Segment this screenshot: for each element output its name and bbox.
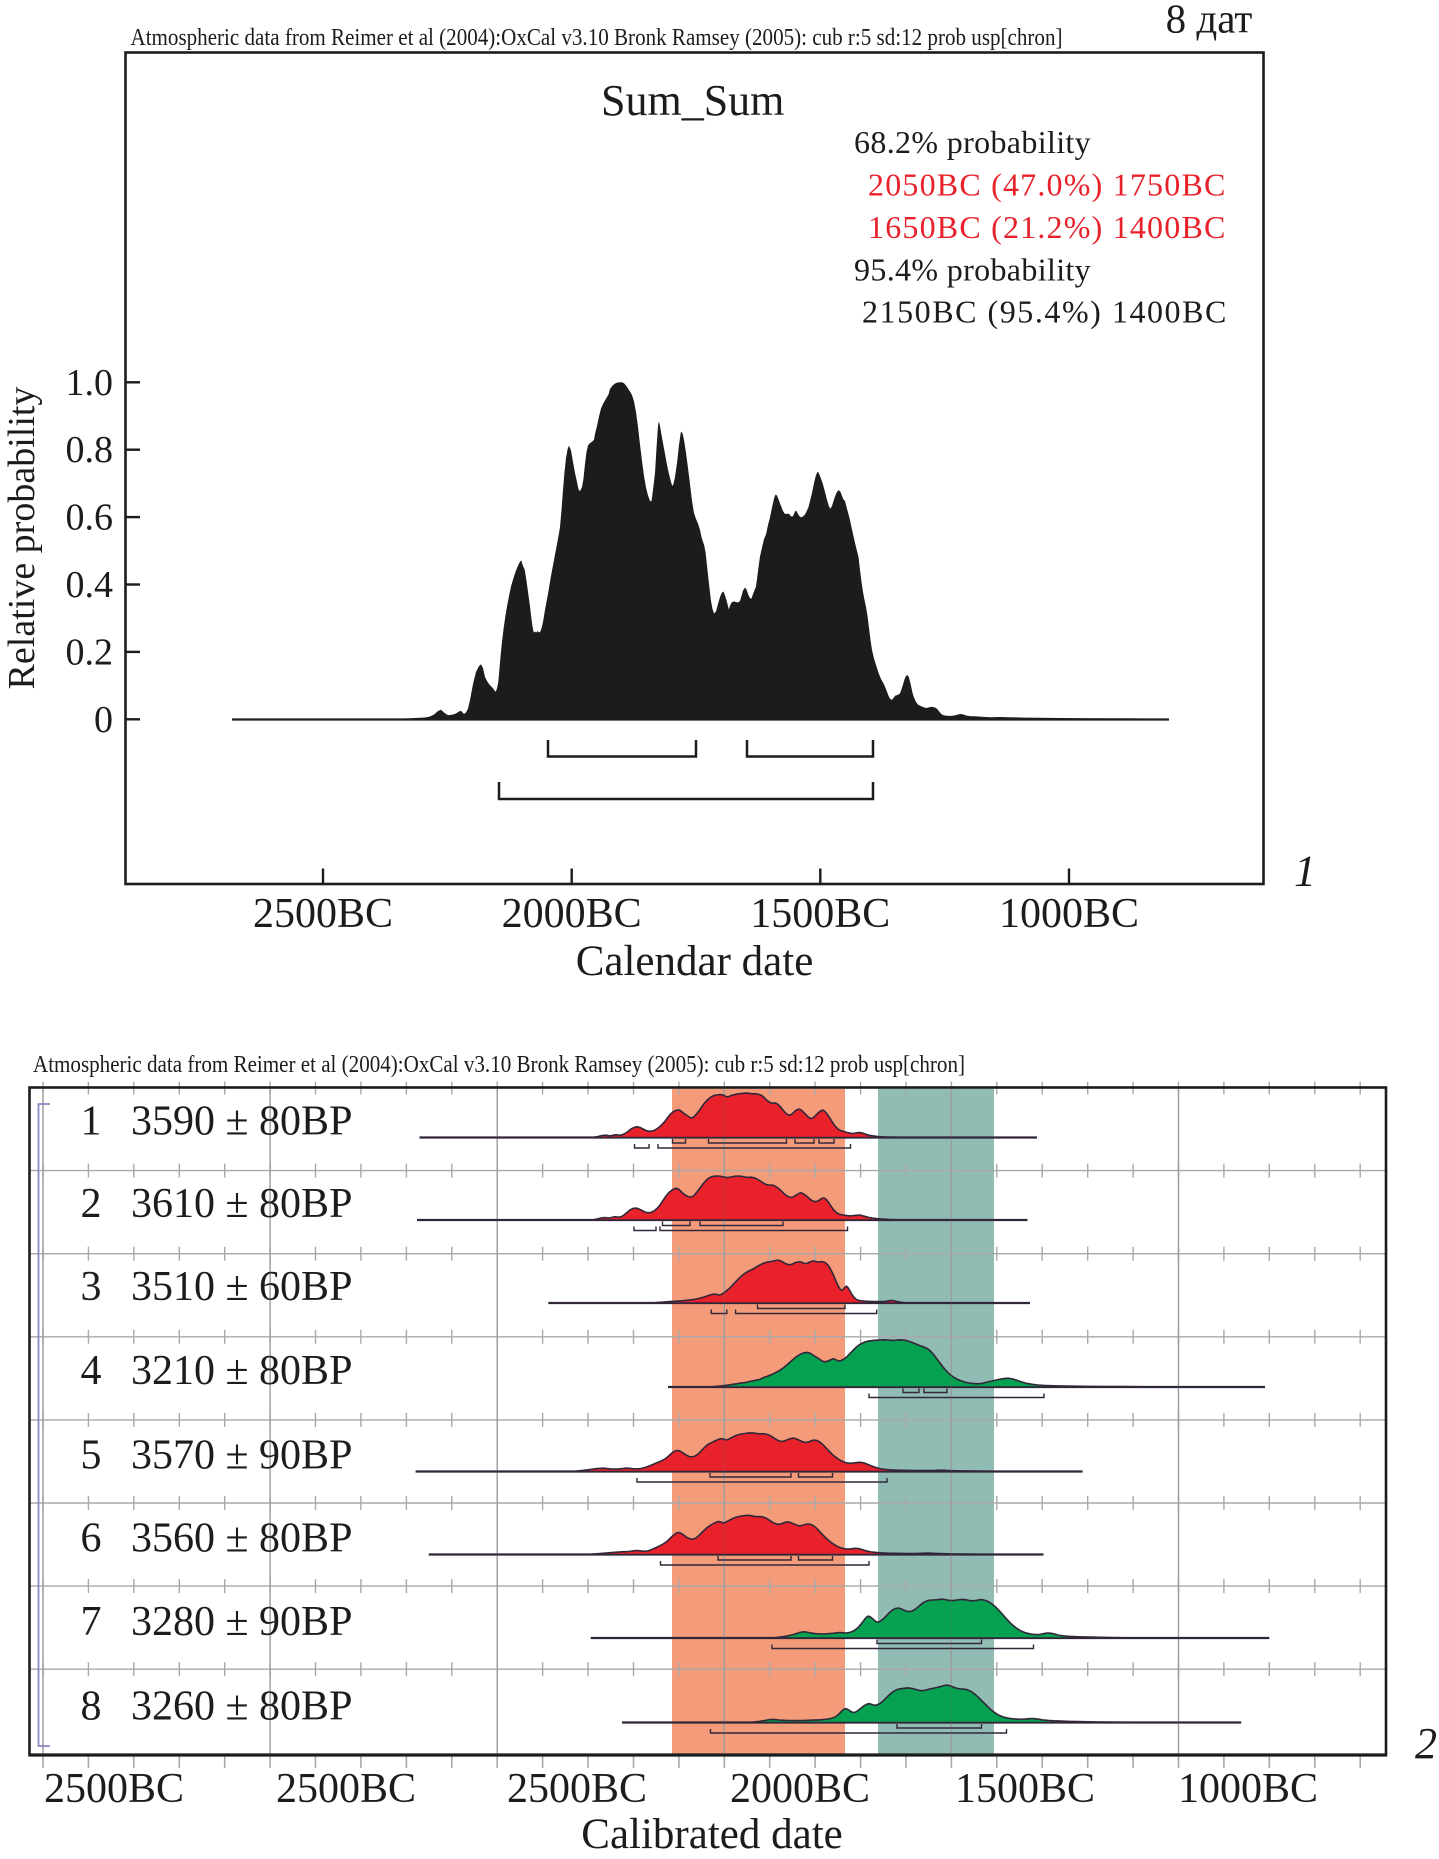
svg-text:95.4% probability: 95.4% probability bbox=[854, 252, 1091, 288]
svg-text:7: 7 bbox=[81, 1599, 102, 1645]
svg-text:0: 0 bbox=[94, 699, 113, 741]
svg-text:4: 4 bbox=[81, 1348, 102, 1394]
svg-text:2000BC: 2000BC bbox=[502, 891, 642, 937]
svg-text:3590 ± 80BP: 3590 ± 80BP bbox=[131, 1099, 352, 1145]
svg-text:3210 ± 80BP: 3210 ± 80BP bbox=[131, 1348, 352, 1394]
svg-text:1: 1 bbox=[81, 1099, 102, 1145]
svg-text:3280 ± 90BP: 3280 ± 90BP bbox=[131, 1599, 352, 1645]
svg-text:1500BC: 1500BC bbox=[955, 1766, 1095, 1812]
svg-text:Calendar date: Calendar date bbox=[576, 938, 814, 985]
svg-text:Sum_Sum: Sum_Sum bbox=[601, 76, 784, 125]
svg-text:5: 5 bbox=[81, 1433, 102, 1479]
svg-text:Atmospheric data from Reimer e: Atmospheric data from Reimer et al (2004… bbox=[33, 1052, 965, 1078]
svg-text:0.8: 0.8 bbox=[66, 429, 114, 471]
svg-text:1: 1 bbox=[1294, 847, 1316, 896]
svg-text:2: 2 bbox=[81, 1181, 102, 1227]
svg-text:3560 ± 80BP: 3560 ± 80BP bbox=[131, 1516, 352, 1562]
svg-text:1650BC (21.2%) 1400BC: 1650BC (21.2%) 1400BC bbox=[868, 209, 1227, 245]
svg-text:Calibrated date: Calibrated date bbox=[581, 1811, 842, 1858]
svg-text:2050BC (47.0%) 1750BC: 2050BC (47.0%) 1750BC bbox=[868, 167, 1227, 203]
svg-text:1000BC: 1000BC bbox=[1178, 1766, 1318, 1812]
svg-text:0.4: 0.4 bbox=[66, 564, 114, 606]
svg-text:3570 ± 90BP: 3570 ± 90BP bbox=[131, 1433, 352, 1479]
svg-text:1500BC: 1500BC bbox=[750, 891, 890, 937]
svg-text:68.2% probability: 68.2% probability bbox=[854, 124, 1091, 160]
svg-text:3510 ± 60BP: 3510 ± 60BP bbox=[131, 1264, 352, 1310]
svg-text:3610 ± 80BP: 3610 ± 80BP bbox=[131, 1181, 352, 1227]
svg-text:0.6: 0.6 bbox=[66, 497, 114, 539]
svg-text:2150BC (95.4%) 1400BC: 2150BC (95.4%) 1400BC bbox=[862, 294, 1228, 330]
svg-text:2500BC: 2500BC bbox=[44, 1766, 184, 1812]
svg-text:Atmospheric data from Reimer e: Atmospheric data from Reimer et al (2004… bbox=[131, 25, 1063, 51]
svg-text:8: 8 bbox=[81, 1684, 102, 1730]
svg-text:2500BC: 2500BC bbox=[507, 1766, 647, 1812]
svg-text:2500BC: 2500BC bbox=[253, 891, 393, 937]
svg-text:2: 2 bbox=[1415, 1719, 1437, 1768]
svg-text:3: 3 bbox=[81, 1264, 102, 1310]
svg-text:8 дат: 8 дат bbox=[1166, 0, 1253, 42]
svg-text:1.0: 1.0 bbox=[66, 362, 114, 404]
svg-text:6: 6 bbox=[81, 1516, 102, 1562]
svg-text:2000BC: 2000BC bbox=[730, 1766, 870, 1812]
svg-text:2500BC: 2500BC bbox=[276, 1766, 416, 1812]
svg-text:0.2: 0.2 bbox=[66, 631, 114, 673]
svg-text:3260 ± 80BP: 3260 ± 80BP bbox=[131, 1684, 352, 1730]
svg-text:Relative probability: Relative probability bbox=[1, 387, 43, 690]
svg-text:1000BC: 1000BC bbox=[999, 891, 1139, 937]
